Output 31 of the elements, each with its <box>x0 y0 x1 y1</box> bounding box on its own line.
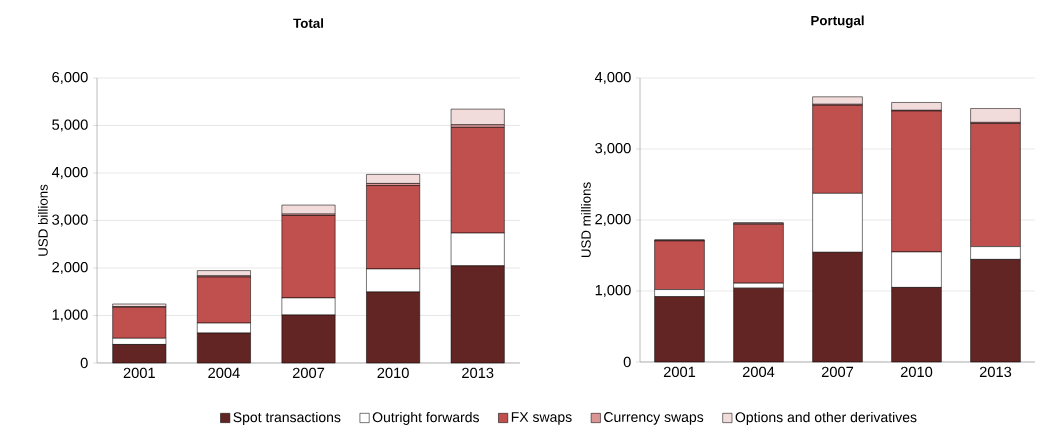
chart-title: Total <box>293 17 323 28</box>
x-tick-label: 2010 <box>377 367 409 378</box>
y-tick-label: 2,000 <box>52 261 88 274</box>
x-tick-label: 2007 <box>292 367 325 378</box>
x-tick-label: 2001 <box>123 367 155 378</box>
legend-label: Spot transactions <box>233 411 341 425</box>
y-tick-label: 6,000 <box>52 71 88 84</box>
y-tick-label: 4,000 <box>594 71 631 84</box>
y-tick-label: 1,000 <box>52 309 88 322</box>
y-tick-label: 1,000 <box>595 284 631 297</box>
x-tick-label: 2010 <box>900 366 933 377</box>
y-tick-label: 3,000 <box>595 142 631 155</box>
y-axis-title: USD billions <box>37 184 48 256</box>
y-tick-label: 2,000 <box>595 213 631 226</box>
y-tick-label: 0 <box>623 356 631 367</box>
y-tick-label: 5,000 <box>52 119 88 132</box>
legend-label: Currency swaps <box>604 411 704 425</box>
y-tick-label: 4,000 <box>51 166 88 179</box>
y-axis-title: USD millions <box>580 182 591 257</box>
y-tick-label: 0 <box>80 357 88 368</box>
x-tick-label: 2001 <box>663 366 696 377</box>
x-tick-label: 2013 <box>979 366 1012 377</box>
chart-title: Portugal <box>811 15 864 28</box>
x-tick-label: 2013 <box>462 367 494 378</box>
legend-label: Outright forwards <box>372 411 479 425</box>
legend-label: FX swaps <box>511 411 572 425</box>
x-tick-label: 2004 <box>742 366 775 377</box>
x-tick-label: 2007 <box>821 366 854 377</box>
y-tick-label: 3,000 <box>52 214 88 227</box>
legend-label: Options and other derivatives <box>735 411 917 425</box>
x-tick-label: 2004 <box>208 367 240 378</box>
